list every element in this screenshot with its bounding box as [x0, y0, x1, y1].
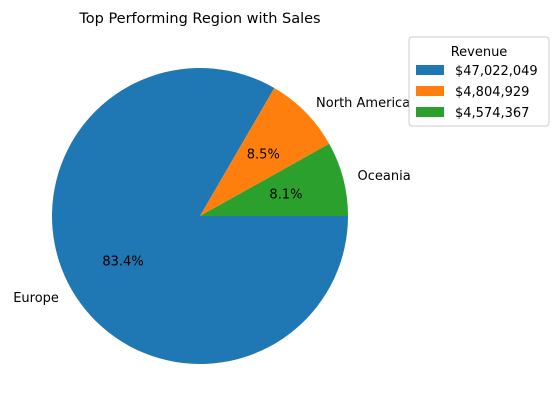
legend-swatch: [416, 86, 444, 96]
chart-title: Top Performing Region with Sales: [78, 11, 320, 27]
legend-swatch: [416, 107, 444, 117]
pie-slice-oceania: [200, 143, 348, 216]
legend: Revenue $47,022,049 $4,804,929 $4,574,367: [408, 36, 550, 127]
legend-label: $47,022,049: [455, 64, 538, 79]
slice-label-north-america: North America: [316, 96, 410, 111]
legend-label: $4,574,367: [455, 106, 529, 121]
percent-label-oceania: 8.1%: [269, 188, 302, 203]
legend-swatch: [416, 65, 444, 75]
legend-frame: [408, 36, 550, 127]
pie-slices: [52, 67, 348, 365]
pie-slice-north-america: [200, 88, 330, 216]
percent-label-europe: 83.4%: [102, 254, 143, 269]
percent-label-north-america: 8.5%: [247, 148, 280, 163]
slice-label-oceania: Oceania: [358, 169, 411, 184]
pie-slice-labels: Europe North America Oceania: [13, 96, 411, 306]
legend-items: $47,022,049 $4,804,929 $4,574,367: [416, 64, 538, 121]
slice-label-europe: Europe: [13, 291, 59, 306]
legend-title: Revenue: [451, 45, 508, 60]
legend-label: $4,804,929: [455, 85, 529, 100]
pie-percent-labels: 83.4% 8.5% 8.1%: [102, 148, 302, 270]
